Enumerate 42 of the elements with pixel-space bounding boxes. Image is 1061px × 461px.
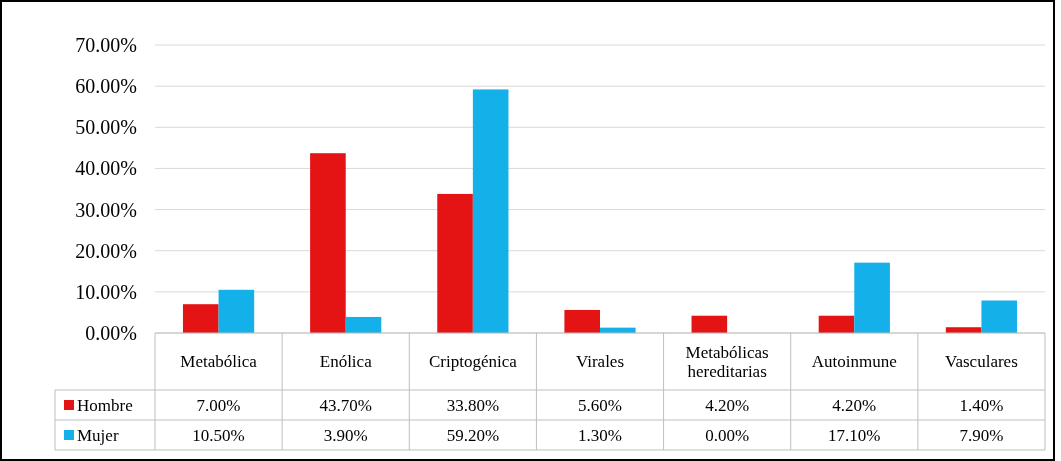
y-tick-label: 50.00%	[75, 116, 137, 139]
x-tick-label: Vasculares	[945, 352, 1018, 372]
data-label: 1.30%	[578, 425, 622, 445]
bar	[981, 300, 1018, 333]
bar	[564, 309, 600, 333]
data-label: 4.20%	[705, 395, 750, 415]
data-label: 4.20%	[832, 395, 877, 415]
bar	[182, 304, 219, 333]
x-tick-label: Virales	[575, 352, 625, 372]
data-label: 7.90%	[959, 425, 1004, 445]
data-label: 5.60%	[578, 395, 622, 415]
data-label: 7.00%	[196, 395, 241, 415]
bar	[437, 193, 473, 333]
bar	[854, 262, 890, 333]
y-tick-label: 10.00%	[75, 280, 137, 303]
bar	[472, 89, 509, 333]
data-label: 0.00%	[705, 425, 750, 445]
x-tick-label: Metabólicas hereditarias	[685, 343, 769, 382]
x-tick-label: Metabólica	[180, 352, 258, 372]
bar	[818, 315, 855, 333]
y-tick-label: 40.00%	[75, 157, 137, 180]
y-tick-label: 60.00%	[75, 75, 137, 98]
bar	[310, 153, 346, 333]
legend-label: Mujer	[77, 425, 119, 445]
data-label: 10.50%	[192, 425, 245, 445]
bar	[345, 316, 382, 333]
bar	[218, 289, 255, 333]
bar	[691, 315, 728, 333]
data-label: 1.40%	[959, 395, 1004, 415]
x-tick-label: Enólica	[319, 352, 373, 372]
x-tick-label: Autoinmune	[811, 352, 897, 372]
data-label: 3.90%	[323, 425, 368, 445]
x-tick-label: Criptogénica	[428, 352, 518, 372]
y-tick-label: 0.00%	[85, 322, 137, 344]
data-label: 17.10%	[828, 425, 881, 445]
data-label: 33.80%	[446, 395, 500, 415]
y-tick-label: 20.00%	[75, 239, 137, 262]
y-tick-label: 30.00%	[75, 198, 137, 221]
data-label: 43.70%	[319, 395, 372, 415]
data-label: 59.20%	[446, 425, 500, 445]
legend-label: Hombre	[77, 395, 133, 415]
y-tick-label: 70.00%	[75, 34, 137, 56]
